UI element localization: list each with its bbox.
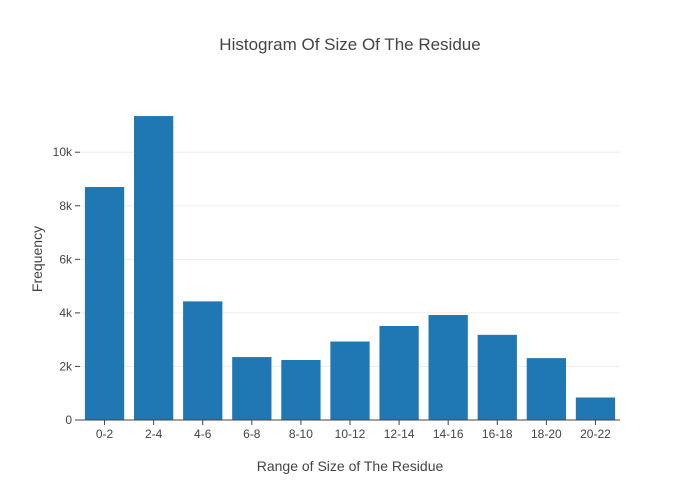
bars <box>84 116 616 420</box>
x-tick-label: 10-12 <box>335 427 366 441</box>
bar-18-20 <box>526 358 566 420</box>
y-tick-label: 4k <box>59 306 73 320</box>
y-tick-label: 10k <box>53 145 73 159</box>
x-tick-label: 12-14 <box>384 427 415 441</box>
bar-12-14 <box>379 326 419 420</box>
bar-14-16 <box>428 315 468 420</box>
bar-0-2 <box>84 187 125 420</box>
bar-8-10 <box>281 360 321 420</box>
x-tick-label: 2-4 <box>145 427 163 441</box>
x-axis-title: Range of Size of The Residue <box>257 458 444 474</box>
x-axis-ticks: 0-2 2-4 4-6 6-8 8-10 10-12 12-14 14-16 16-18 18-2… <box>96 420 611 441</box>
bar-4-6 <box>183 301 223 420</box>
x-tick-label: 14-16 <box>433 427 464 441</box>
y-axis-ticks: 0 2k 4k 6k 8k 10k <box>53 145 80 427</box>
y-axis-title: Frequency <box>29 226 45 292</box>
y-tick-label: 6k <box>59 252 73 266</box>
y-tick-label: 8k <box>59 199 73 213</box>
bar-20-22 <box>575 397 616 420</box>
x-tick-label: 4-6 <box>194 427 212 441</box>
y-tick-label: 0 <box>65 413 72 427</box>
x-tick-label: 0-2 <box>96 427 114 441</box>
y-tick-label: 2k <box>59 359 73 373</box>
bar-10-12 <box>330 341 370 420</box>
x-tick-label: 16-18 <box>482 427 513 441</box>
x-tick-label: 18-20 <box>531 427 562 441</box>
chart-title: Histogram Of Size Of The Residue <box>219 35 480 54</box>
x-tick-label: 20-22 <box>580 427 611 441</box>
bar-6-8 <box>232 357 272 420</box>
x-tick-label: 8-10 <box>289 427 313 441</box>
bar-16-18 <box>477 334 517 420</box>
x-tick-label: 6-8 <box>243 427 261 441</box>
bar-2-4 <box>134 116 174 420</box>
